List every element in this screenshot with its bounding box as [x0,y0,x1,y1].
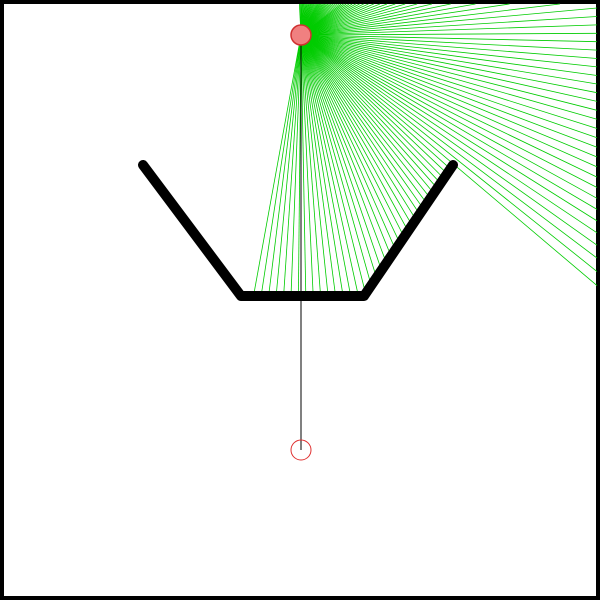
lidar-ray [300,34,448,174]
lidar-ray [300,3,560,36]
lidar-ray [300,34,387,264]
lidar-ray [300,34,598,102]
lidar-ray [300,24,598,36]
lidar-ray [300,3,510,36]
lidar-ray [300,34,598,246]
lidar-ray [300,34,598,272]
lidar-ray [300,34,344,297]
goal-marker [290,439,312,461]
lidar-ray [300,34,307,297]
lidar-ray [268,34,302,297]
lidar-ray [300,3,476,36]
lidar-ray [300,34,372,286]
lidar-ray [300,3,451,36]
lidar-ray [300,34,598,234]
u-shaped-wall [138,160,458,301]
lidar-ray [300,34,417,220]
lidar-ray [300,34,420,215]
lidar-ray [300,34,435,194]
lidar-ray [300,34,598,222]
lidar-ray [300,34,598,85]
lidar-ray [300,34,598,51]
lidar-ray [300,34,598,158]
agent [290,24,312,46]
lidar-ray [275,34,302,297]
lidar-ray [300,34,598,43]
lidar-ray [300,34,598,199]
lidar-ray [300,34,396,250]
lidar-ray [260,34,302,297]
lidar-ray [300,34,598,259]
lidar-ray [300,3,406,36]
lidar-ray [300,34,598,210]
lidar-ray [300,34,441,184]
lidar-ray [300,34,598,178]
lidar-ray [300,34,321,297]
lidar-ray [300,34,598,59]
lidar-ray [300,34,438,189]
lidar-ray [290,34,302,297]
lidar-ray [300,34,314,297]
lidar-ray [300,34,382,271]
lidar-ray [300,34,598,139]
lidar-ray [300,3,396,36]
lidar-ray [300,34,445,179]
lidar-ray [300,34,424,209]
lidar-ray [300,34,392,257]
lidar-ray [300,34,431,199]
lidar-ray [300,34,359,297]
lidar-ray [300,16,598,36]
lidar-ray [300,34,413,226]
lidar-ray [300,3,388,36]
lidar-ray [300,34,598,120]
lidar-ray [300,34,598,129]
lidar-ray [300,34,598,148]
lidar-ray [300,34,428,204]
lidar-ray [300,34,598,188]
lidar-ray [253,34,302,297]
lidar-ray [300,34,336,297]
lidar-ray [300,3,418,36]
lidar-ray [300,34,405,238]
lidar-ray [300,34,598,286]
lidar-ray [300,34,598,94]
lidar-ray [300,34,598,168]
lidar-ray [300,34,598,68]
lidar-ray [300,34,598,76]
lidar-ray [300,3,432,36]
lidar-fan [253,3,598,297]
lidar-ray [300,34,377,278]
lidar-ray [300,7,598,36]
lidar-ray [283,34,302,297]
lidar-ray [300,34,401,244]
lidar-ray [300,34,598,111]
lidar-ray [300,34,451,170]
lidar-ray [300,34,409,232]
lidar-ray [300,32,598,36]
lidar-ray [300,34,329,297]
lidar-ray [300,34,352,297]
lidar-ray [300,34,366,294]
